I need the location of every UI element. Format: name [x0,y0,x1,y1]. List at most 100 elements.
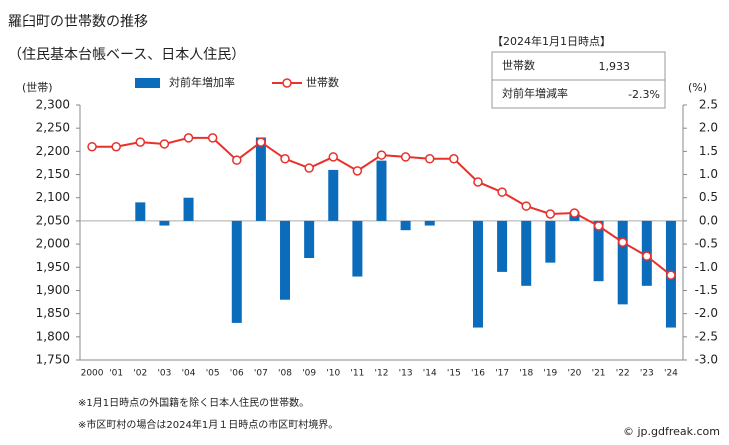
bar [497,220,508,272]
bar [593,220,604,282]
point [135,137,146,147]
x-tick-label: '11 [350,369,364,379]
bar [400,220,411,231]
bar [424,220,435,226]
y-tick-label: 2,100 [36,190,70,204]
legend-swatch [135,78,160,88]
info-value: -2.3% [628,88,660,101]
bar [159,220,170,226]
point [400,152,411,162]
x-tick-label: '24 [664,369,678,379]
y2-tick-label: -1.0 [695,260,718,274]
point [545,209,556,219]
point [256,137,266,147]
x-tick-label: 2000 [81,369,104,379]
x-tick-label: '16 [471,369,485,379]
x-tick-label: '10 [326,369,340,379]
y-tick-label: 2,250 [36,121,70,135]
bar [328,169,339,221]
x-tick-label: '19 [543,369,557,379]
y2-tick-label: -3.0 [695,353,718,367]
y2-tick-label: -2.5 [695,329,718,343]
bar [617,220,628,305]
x-tick-label: '22 [616,369,630,379]
x-tick-label: '18 [519,369,533,379]
y-tick-label: 1,750 [36,353,70,367]
point [183,133,194,143]
point [642,251,652,261]
info-label: 世帯数 [502,59,535,72]
bar [472,220,483,328]
y2-tick-label: 1.5 [699,144,718,158]
point [159,139,170,149]
bar [280,220,291,300]
info-title: 【2024年1月1日時点】 [492,34,611,48]
y-tick-label: 2,050 [36,213,70,227]
point [352,166,363,176]
point [521,201,531,211]
y2-tick-label: 0.0 [699,213,718,227]
x-tick-label: '23 [640,369,654,379]
point [617,237,628,247]
legend-label: 対前年増加率 [169,75,235,89]
point [280,154,290,164]
bar [352,220,363,277]
point [232,155,242,165]
point [666,270,676,280]
x-tick-label: '08 [278,369,292,379]
y-tick-label: 1,900 [36,283,70,297]
x-tick-label: '01 [109,369,123,379]
y2-tick-label: 1.0 [699,167,718,181]
x-tick-label: '14 [423,369,437,379]
y2-tick-label: 2.5 [699,98,718,112]
bar [376,160,387,221]
x-tick-label: '20 [567,369,581,379]
footnote: ※市区町村の場合は2024年1月１日時点の市区町村境界。 [78,418,338,431]
bar [135,202,146,221]
x-tick-label: '12 [375,369,389,379]
y2-axis-label: (%) [688,81,707,94]
point [424,154,435,164]
x-tick-label: '04 [182,369,196,379]
credit: © jp.gdfreak.com [623,425,720,438]
y2-tick-label: -2.0 [695,306,718,320]
x-tick-label: '17 [495,369,509,379]
y2-tick-label: -1.5 [695,283,718,297]
y2-tick-label: 0.5 [699,190,718,204]
y-tick-label: 2,000 [36,237,70,251]
point [87,141,97,152]
x-tick-label: '02 [133,369,147,379]
x-tick-label: '13 [399,369,413,379]
y-tick-label: 1,850 [36,306,70,320]
info-value: 1,933 [599,60,631,73]
bar [521,220,532,286]
bar [545,220,556,263]
x-tick-label: '07 [254,369,268,379]
bar [255,137,266,221]
x-tick-label: '03 [157,369,171,379]
y-tick-label: 2,150 [36,167,70,181]
y-tick-label: 2,200 [36,144,70,158]
point [304,163,314,173]
point [328,152,339,162]
y-tick-label: 2,300 [36,98,70,112]
point [569,208,580,218]
point [497,187,507,197]
point [449,154,459,164]
point [593,221,604,231]
bar [231,220,242,323]
footnote: ※1月1日時点の外国籍を除く日本人住民の世帯数。 [78,396,309,409]
info-label: 対前年増減率 [502,86,568,100]
x-tick-label: '15 [447,369,461,379]
y-tick-label: 1,800 [36,329,70,343]
x-tick-label: '09 [302,369,316,379]
y2-tick-label: -0.5 [695,237,718,251]
chart-title: 羅臼町の世帯数の推移 [8,14,148,30]
point [473,177,483,187]
bar [304,220,315,258]
chart-subtitle: （住民基本台帳ベース、日本人住民） [8,46,245,63]
x-tick-label: '06 [230,369,244,379]
point [111,141,121,152]
x-tick-label: '21 [592,369,606,379]
